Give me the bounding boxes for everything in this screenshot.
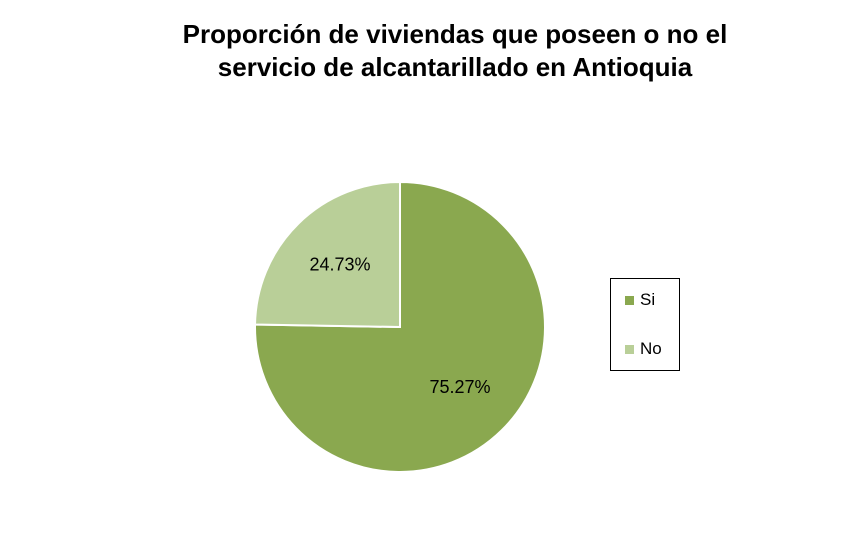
legend-swatch-si: [625, 295, 634, 305]
chart-title: Proporción de viviendas que poseen o no …: [182, 19, 728, 82]
legend-label-no: No: [640, 339, 662, 358]
legend-swatch-no: [625, 344, 634, 354]
data-label-si: 75.27%: [429, 377, 490, 397]
legend-label-si: Si: [640, 290, 656, 309]
data-label-no: 24.73%: [309, 255, 370, 275]
pie-slice-no: [254, 180, 401, 329]
legend-item-no: No: [625, 339, 662, 359]
legend: Si No: [610, 278, 680, 371]
legend-item-si: Si: [625, 290, 655, 310]
